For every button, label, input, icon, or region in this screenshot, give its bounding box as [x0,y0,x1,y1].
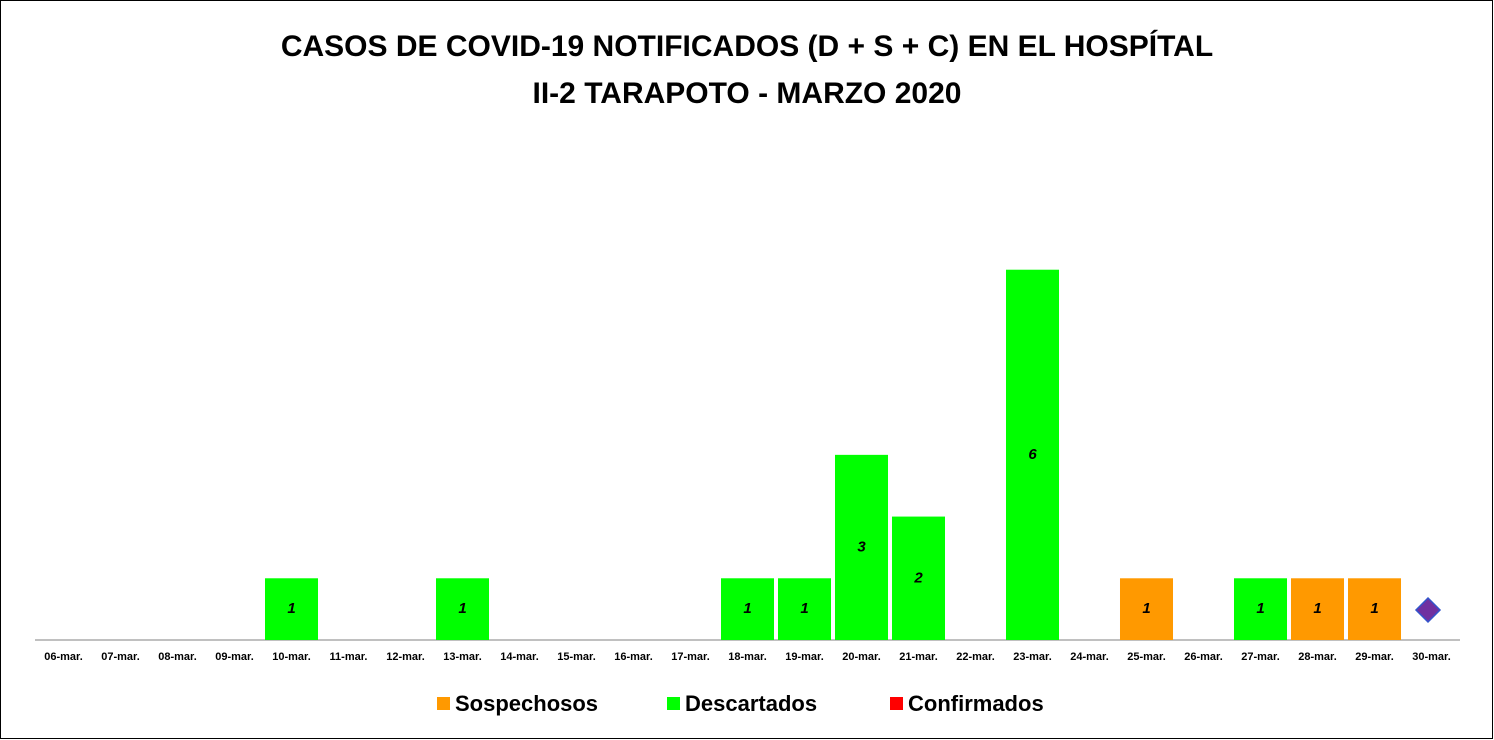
bar [834,454,889,640]
x-tick-label: 06-mar. [44,651,83,663]
legend-label: Confirmados [908,691,1044,716]
bar [1119,578,1174,640]
x-tick-label: 25-mar. [1127,651,1166,663]
data-label: 1 [1370,600,1378,617]
bar [435,578,490,640]
data-label: 1 [287,600,295,617]
x-tick-label: 12-mar. [386,651,425,663]
data-label: 1 [1313,600,1321,617]
x-tick-label: 19-mar. [785,651,824,663]
data-label: 1 [800,600,808,617]
bar [777,578,832,640]
bar [1290,578,1345,640]
x-tick-label: 08-mar. [158,651,197,663]
data-label: 1 [743,600,751,617]
x-tick-label: 24-mar. [1070,651,1109,663]
data-label: 1 [458,600,466,617]
x-tick-label: 20-mar. [842,651,881,663]
x-tick-label: 11-mar. [330,651,368,663]
x-tick-label: 07-mar. [101,651,140,663]
x-tick-label: 10-mar. [272,651,311,663]
x-tick-label: 30-mar. [1412,651,1451,663]
data-label: 6 [1028,446,1037,463]
x-tick-label: 16-mar. [614,651,653,663]
x-tick-label: 14-mar. [500,651,539,663]
x-tick-label: 22-mar. [956,651,995,663]
chart-title: CASOS DE COVID-19 NOTIFICADOS (D + S + C… [281,29,1213,63]
x-tick-label: 23-mar. [1013,651,1052,663]
data-label: 1 [1142,600,1150,617]
data-label: 2 [913,569,923,586]
bar [720,578,775,640]
legend-label: Descartados [685,691,817,716]
x-tick-label: 21-mar. [899,651,938,663]
legend-swatch [667,697,680,710]
legend-swatch [890,697,903,710]
x-tick-label: 17-mar. [671,651,710,663]
x-tick-label: 27-mar. [1241,651,1280,663]
x-tick-label: 28-mar. [1298,651,1337,663]
x-tick-label: 29-mar. [1355,651,1394,663]
x-tick-label: 26-mar. [1184,651,1223,663]
x-tick-label: 13-mar. [443,651,482,663]
x-tick-label: 09-mar. [215,651,254,663]
x-tick-label: 18-mar. [728,651,767,663]
bar [1005,269,1060,640]
marker [1414,596,1442,624]
bar [264,578,319,640]
bar [891,516,946,640]
bar [1233,578,1288,640]
x-tick-label: 15-mar. [557,651,596,663]
chart-title: II-2 TARAPOTO - MARZO 2020 [533,77,962,110]
data-label: 3 [857,538,866,555]
bar [1347,578,1402,640]
data-label: 1 [1256,600,1264,617]
legend-label: Sospechosos [455,691,598,716]
legend-swatch [437,697,450,710]
